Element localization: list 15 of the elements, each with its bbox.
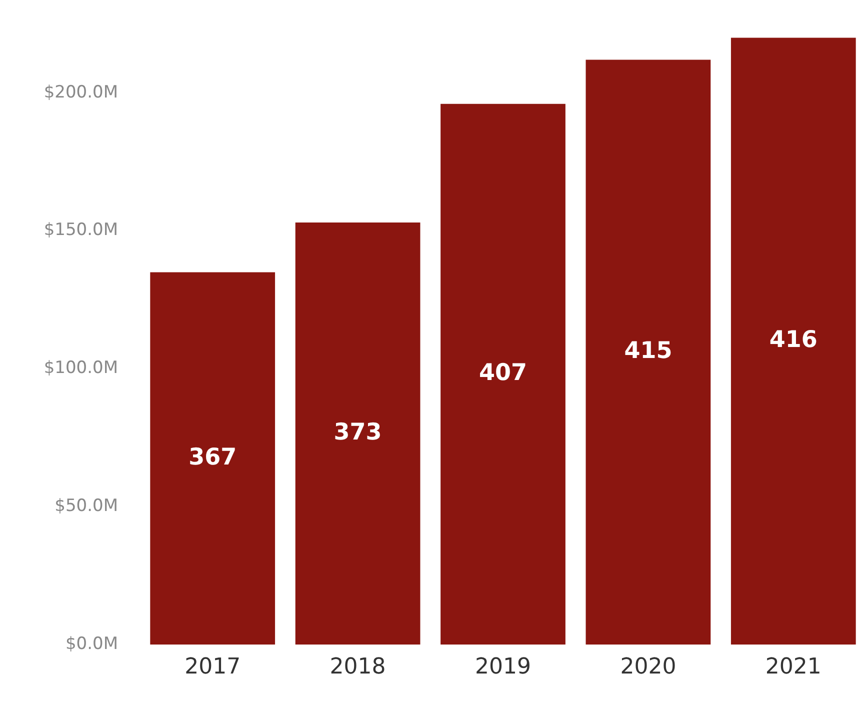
- y-tick-label: $150.0M: [44, 220, 118, 240]
- annotation: 416: [769, 327, 818, 354]
- y-tick-label: $200.0M: [44, 82, 118, 102]
- annotation: 407: [478, 360, 528, 386]
- x-tick-label: 2021: [765, 654, 822, 680]
- y-tick-label: $50.0M: [54, 496, 118, 516]
- x-tick-label: 2020: [620, 654, 676, 680]
- annotation: 373: [334, 420, 382, 446]
- y-tick-label: $100.0M: [44, 358, 118, 378]
- x-tick-label: 2019: [475, 654, 531, 680]
- annotation: 367: [188, 444, 237, 470]
- y-tick-label: $0.0M: [65, 634, 118, 654]
- x-tick-label: 2018: [330, 654, 386, 680]
- annotation: 415: [624, 338, 672, 364]
- x-tick-label: 2017: [184, 654, 241, 680]
